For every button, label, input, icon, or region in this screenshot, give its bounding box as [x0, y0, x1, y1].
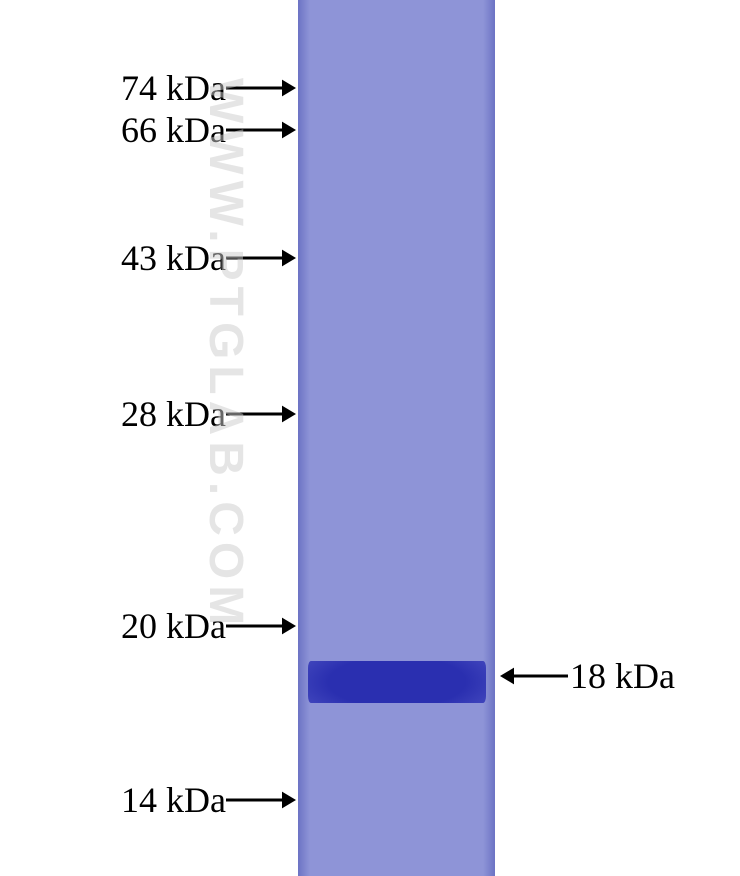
marker-arrow-icon: [226, 244, 296, 272]
marker-arrow-icon: [226, 400, 296, 428]
sample-arrow-icon: [500, 662, 568, 690]
watermark-text: WWW.PTGLAB.COM: [198, 78, 253, 631]
marker-label: 43 kDa: [121, 237, 226, 279]
sample-band-label: 18 kDa: [570, 655, 675, 697]
sample-protein-band: [308, 661, 486, 703]
marker-arrow-icon: [226, 612, 296, 640]
marker-arrow-icon: [226, 74, 296, 102]
marker-label: 74 kDa: [121, 67, 226, 109]
marker-label: 20 kDa: [121, 605, 226, 647]
marker-arrow-icon: [226, 786, 296, 814]
marker-label: 14 kDa: [121, 779, 226, 821]
marker-label: 28 kDa: [121, 393, 226, 435]
marker-arrow-icon: [226, 116, 296, 144]
marker-label: 66 kDa: [121, 109, 226, 151]
gel-lane: [298, 0, 495, 876]
gel-blot-figure: 74 kDa66 kDa 43 kDa 28 kDa 20 kDa 14 kDa 18 …: [0, 0, 740, 876]
